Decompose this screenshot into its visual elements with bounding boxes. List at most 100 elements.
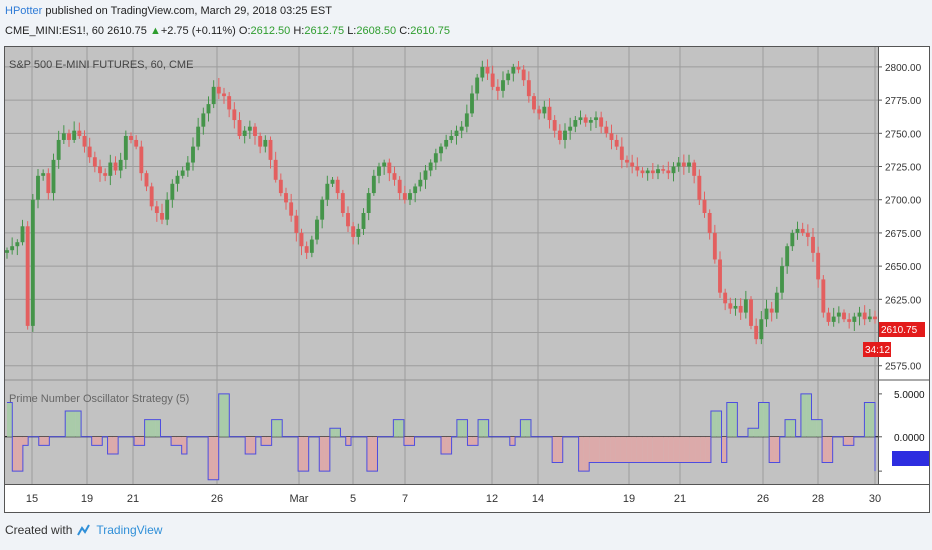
osc-fill: [181, 436, 187, 454]
y-tick-label: 2750.00: [885, 129, 922, 140]
osc-fill: [483, 419, 489, 437]
y-tick-label: 2700.00: [885, 196, 922, 207]
candle-body: [749, 299, 753, 326]
chart-container[interactable]: 2575.002600.002625.002650.002675.002700.…: [4, 46, 930, 513]
osc-tick-label: -4.0000: [894, 467, 928, 478]
osc-fill: [599, 436, 606, 463]
chart-svg[interactable]: 2575.002600.002625.002650.002675.002700.…: [5, 47, 929, 512]
candle-body: [72, 130, 77, 140]
osc-fill: [827, 436, 833, 463]
y-axis-ticks: 2575.002600.002625.002650.002675.002700.…: [878, 63, 928, 478]
candle-body: [557, 130, 562, 140]
candle-body: [800, 228, 805, 233]
x-tick-label: 21: [674, 493, 686, 505]
candle-body: [583, 117, 588, 123]
y-tick-label: 2800.00: [885, 63, 922, 74]
osc-fill: [12, 436, 18, 472]
low-value: 2608.50: [356, 25, 397, 37]
candle-body: [681, 162, 686, 167]
osc-fill: [774, 436, 780, 463]
candle-body: [547, 106, 552, 121]
osc-fill: [822, 436, 828, 463]
x-tick-label: 5: [350, 493, 356, 505]
y-tick-label: 2775.00: [885, 96, 922, 107]
x-tick-label: 21: [127, 493, 139, 505]
candle-body: [676, 162, 681, 167]
candle-body: [87, 146, 92, 158]
candle-body: [785, 246, 790, 267]
candle-body: [201, 113, 206, 127]
osc-fill: [557, 436, 563, 463]
osc-fill: [65, 411, 71, 437]
y-tick-label: 2650.00: [885, 262, 922, 273]
candle-body: [687, 162, 691, 167]
candle-body: [56, 139, 61, 160]
osc-fill: [716, 411, 722, 437]
candle-body: [625, 159, 629, 163]
author-link[interactable]: HPotter: [5, 5, 43, 17]
candle-body: [862, 312, 867, 320]
osc-fill: [324, 436, 330, 472]
candle-body: [712, 232, 717, 260]
candle-body: [402, 193, 407, 200]
candle-body: [836, 312, 841, 317]
candle-body: [480, 66, 485, 78]
candle-body: [495, 86, 500, 91]
osc-fill: [705, 436, 711, 463]
countdown-label: 34:12: [865, 345, 890, 356]
candle-body: [371, 175, 376, 194]
osc-fill: [520, 419, 526, 437]
candle-body: [5, 250, 9, 253]
osc-fill: [213, 436, 219, 480]
x-tick-label: 14: [532, 493, 544, 505]
candle-body: [154, 206, 159, 213]
osc-fill: [319, 436, 325, 472]
osc-fill: [155, 419, 161, 437]
candle-body: [196, 126, 201, 147]
candle-body: [377, 166, 381, 176]
candle-body: [41, 173, 46, 176]
candle-body: [392, 173, 397, 180]
osc-fill: [91, 436, 97, 446]
osc-fill: [525, 419, 531, 437]
candle-body: [702, 199, 707, 213]
candle-body: [20, 226, 25, 243]
candle-body: [113, 162, 118, 171]
candle-body: [366, 193, 371, 213]
candle-body: [315, 219, 319, 240]
high-label: H:: [293, 25, 305, 37]
candle-body: [439, 146, 443, 154]
candle-body: [340, 193, 345, 213]
candle-body: [635, 166, 640, 171]
candle-body: [444, 139, 449, 147]
candle-body: [139, 146, 144, 174]
candle-body: [356, 228, 361, 237]
candle-body: [485, 66, 490, 74]
candle-body: [490, 73, 495, 87]
candle-body: [609, 133, 614, 140]
candle-body: [759, 319, 764, 340]
candle-body: [144, 173, 149, 187]
osc-fill: [38, 436, 45, 446]
tradingview-brand[interactable]: TradingView: [96, 523, 163, 537]
osc-fill: [620, 436, 627, 463]
x-tick-label: Mar: [290, 493, 309, 505]
osc-fill: [393, 419, 399, 437]
candle-body: [738, 305, 743, 313]
osc-fill: [44, 436, 50, 446]
osc-fill: [615, 436, 621, 463]
candle-body: [51, 159, 56, 194]
candle-body: [501, 80, 505, 91]
publish-info: HPotter published on TradingView.com, Ma…: [5, 5, 332, 17]
x-axis-ticks: 15 19 21 26 Mar 5 7 12 14 19 21 26 28 30: [26, 493, 881, 505]
candle-body: [568, 126, 573, 131]
osc-fill: [467, 436, 473, 446]
candle-body: [805, 232, 810, 237]
osc-fill: [112, 436, 119, 454]
x-tick-label: 19: [623, 493, 635, 505]
candle-body: [769, 308, 774, 313]
candle-body: [619, 146, 624, 160]
osc-fill: [245, 436, 251, 454]
candle-body: [216, 86, 221, 94]
y-tick-label: 2625.00: [885, 295, 922, 306]
